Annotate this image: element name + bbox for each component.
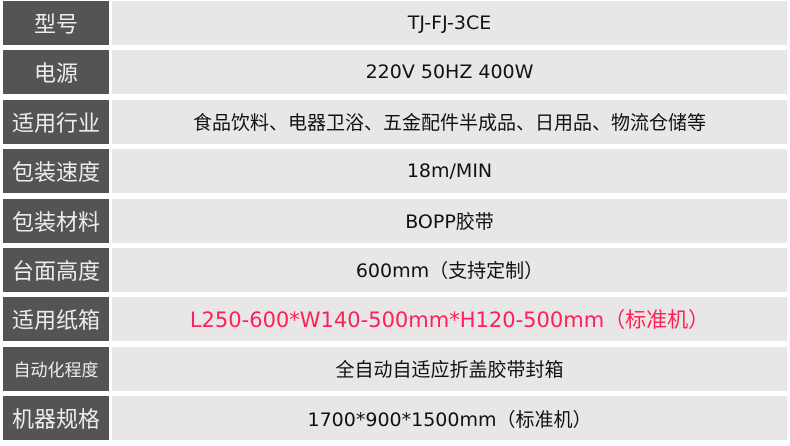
spec-label: 自动化程度 [3, 346, 109, 391]
spec-value: 1700*900*1500mm（标准机） [112, 396, 787, 441]
spec-row: 适用行业 食品饮料、电器卫浴、五金配件半成品、日用品、物流仓储等 [3, 99, 787, 144]
spec-table: 型号 TJ-FJ-3CE 电源 220V 50HZ 400W 适用行业 食品饮料、电器卫浴… [3, 1, 787, 446]
spec-label: 电源 [3, 50, 109, 95]
spec-label: 型号 [3, 1, 109, 45]
spec-value: 18m/MIN [112, 149, 787, 194]
spec-row: 电源 220V 50HZ 400W [3, 50, 787, 95]
spec-row: 适用纸箱 L250-600*W140-500mm*H120-500mm（标准机） [3, 297, 787, 342]
spec-row: 型号 TJ-FJ-3CE [3, 1, 787, 45]
spec-row: 包装材料 BOPP胶带 [3, 198, 787, 243]
spec-label: 台面高度 [3, 247, 109, 292]
spec-label: 包装材料 [3, 198, 109, 243]
spec-label: 适用行业 [3, 99, 109, 144]
spec-row: 台面高度 600mm（支持定制） [3, 247, 787, 292]
spec-value: BOPP胶带 [112, 198, 787, 243]
spec-value: 600mm（支持定制） [112, 247, 787, 292]
spec-row: 机器规格 1700*900*1500mm（标准机） [3, 396, 787, 441]
spec-label: 适用纸箱 [3, 297, 109, 342]
spec-value: L250-600*W140-500mm*H120-500mm（标准机） [112, 297, 787, 342]
spec-value: 食品饮料、电器卫浴、五金配件半成品、日用品、物流仓储等 [112, 99, 787, 144]
spec-value: 全自动自适应折盖胶带封箱 [112, 346, 787, 391]
spec-value: 220V 50HZ 400W [112, 50, 787, 95]
spec-row: 自动化程度 全自动自适应折盖胶带封箱 [3, 346, 787, 391]
spec-label: 机器规格 [3, 396, 109, 441]
spec-row: 包装速度 18m/MIN [3, 149, 787, 194]
spec-label: 包装速度 [3, 149, 109, 194]
spec-value: TJ-FJ-3CE [112, 1, 787, 45]
